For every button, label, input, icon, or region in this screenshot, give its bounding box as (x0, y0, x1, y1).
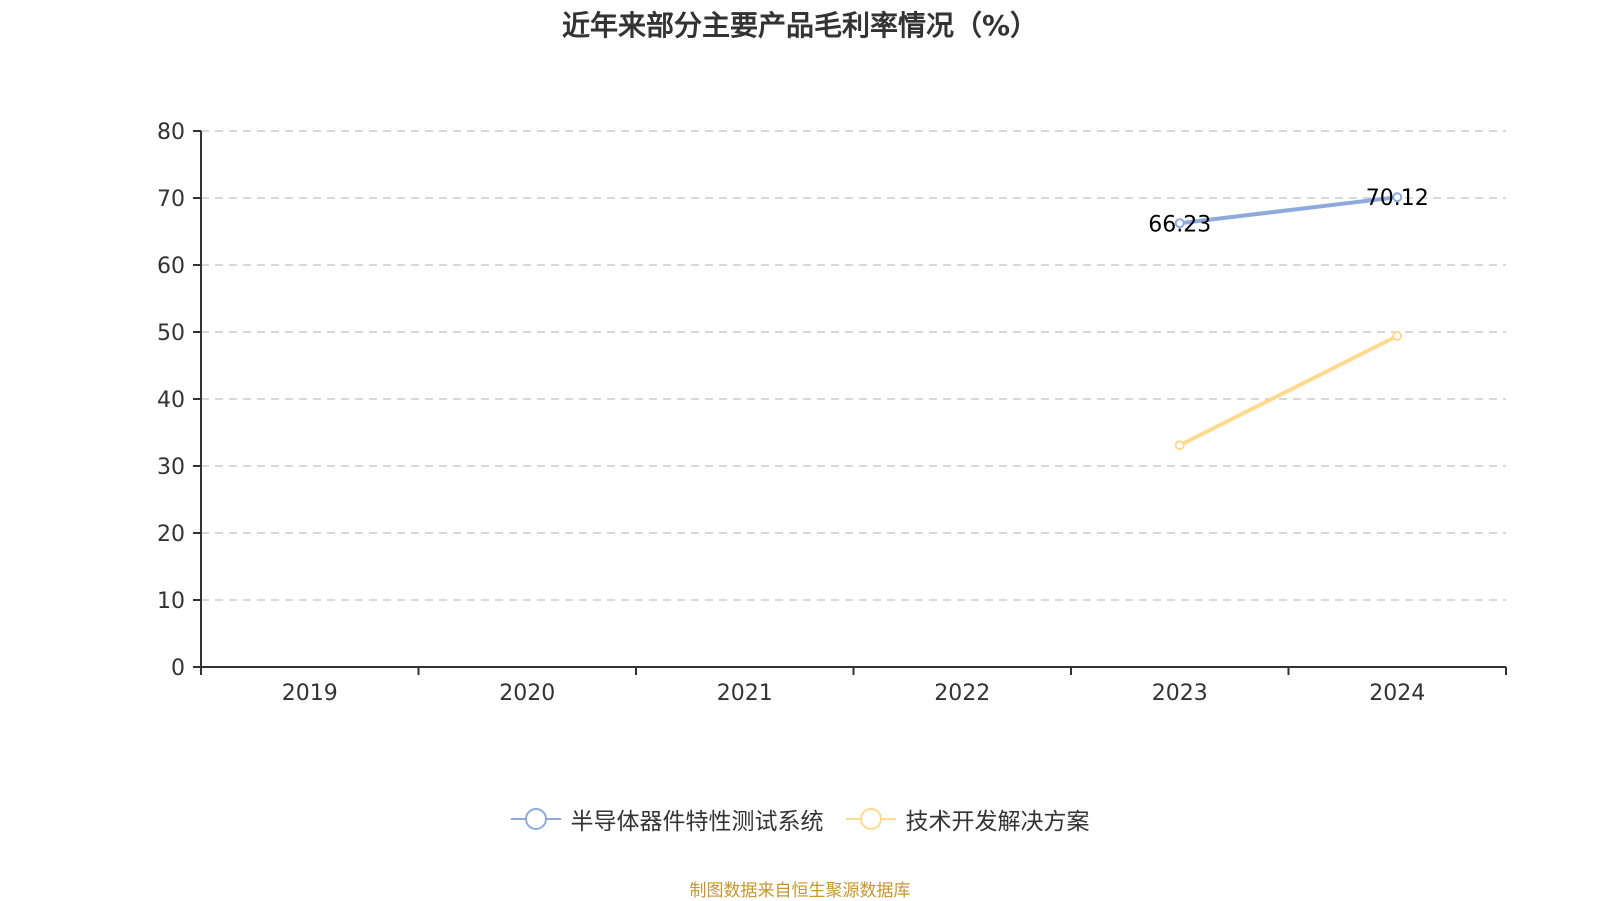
legend-item-tech-dev[interactable]: 技术开发解决方案 (845, 802, 1090, 836)
y-tick-label: 40 (157, 388, 185, 413)
y-tick-label: 70 (157, 187, 185, 212)
source-note: 制图数据来自恒生聚源数据库 (689, 881, 911, 901)
data-label: 66.23 (1148, 212, 1211, 237)
series-line (1178, 334, 1399, 448)
legend-item-test-system[interactable]: 半导体器件特性测试系统 (510, 802, 824, 836)
x-tick-label: 2022 (934, 681, 990, 706)
x-tick-label: 2019 (282, 681, 338, 706)
y-tick-label: 0 (171, 656, 185, 681)
y-tick-label: 80 (157, 120, 185, 145)
x-tick-label: 2024 (1369, 681, 1425, 706)
legend-marker-icon (510, 808, 561, 830)
legend-label: 技术开发解决方案 (905, 809, 1090, 835)
data-point (1392, 192, 1403, 203)
series-line (1179, 195, 1398, 226)
data-point (1392, 331, 1403, 342)
data-point (1174, 218, 1185, 229)
y-tick-label: 20 (157, 522, 185, 547)
y-tick-label: 50 (157, 321, 185, 346)
y-tick-label: 60 (157, 254, 185, 279)
legend-marker-icon (845, 808, 896, 830)
data-label: 70.12 (1366, 186, 1429, 211)
legend-label: 半导体器件特性测试系统 (570, 809, 824, 835)
x-tick-label: 2023 (1152, 681, 1208, 706)
y-tick-label: 10 (157, 589, 185, 614)
x-tick-label: 2021 (717, 681, 773, 706)
chart-legend: 半导体器件特性测试系统 技术开发解决方案 (0, 802, 1600, 836)
chart-title: 近年来部分主要产品毛利率情况（%） (561, 9, 1039, 42)
data-point (1174, 440, 1185, 451)
y-tick-label: 30 (157, 455, 185, 480)
x-tick-label: 2020 (499, 681, 555, 706)
